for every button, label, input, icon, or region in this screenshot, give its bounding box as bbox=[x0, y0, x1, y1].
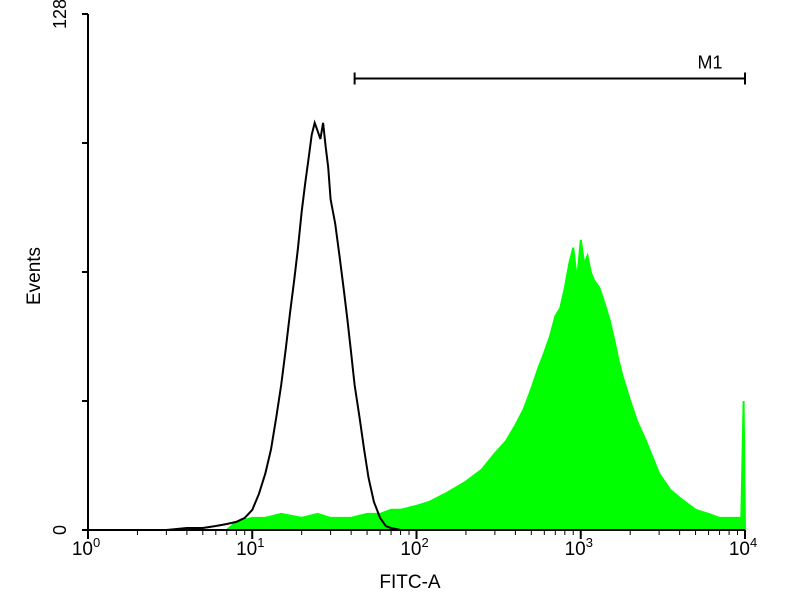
y-tick-label: 0 bbox=[50, 525, 70, 535]
x-tick-label: 101 bbox=[236, 535, 264, 560]
series-green-histogram bbox=[224, 239, 747, 531]
series-area bbox=[224, 239, 747, 531]
y-axis-title: Events bbox=[24, 247, 45, 305]
gate-m1-label: M1 bbox=[697, 53, 722, 73]
x-tick-label: 104 bbox=[729, 535, 757, 560]
x-tick-label: 102 bbox=[400, 535, 428, 560]
series-line bbox=[166, 119, 401, 531]
annotations: M1 bbox=[353, 53, 746, 85]
series-black-histogram bbox=[166, 119, 401, 531]
tick-marks bbox=[82, 13, 746, 539]
x-tick-label: 103 bbox=[565, 535, 593, 560]
x-tick-label: 100 bbox=[72, 535, 100, 560]
tick-labels: 100 101 102 103 104 0 128 bbox=[50, 0, 757, 560]
x-axis-title: FITC-A bbox=[379, 572, 441, 593]
y-tick-label: 128 bbox=[50, 0, 70, 29]
